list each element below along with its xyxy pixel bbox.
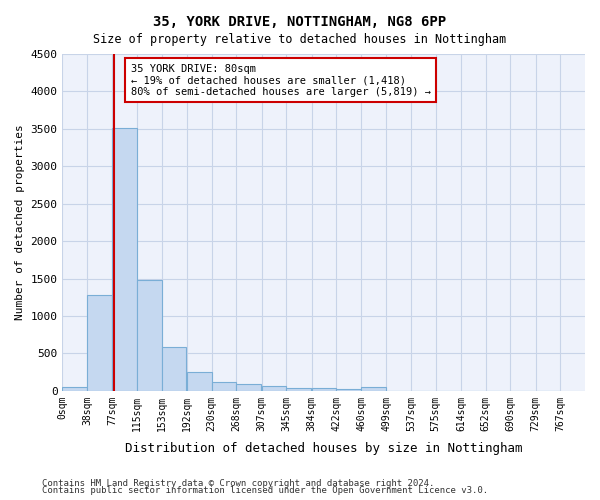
Bar: [262, 386, 286, 391]
Bar: [236, 384, 261, 391]
Bar: [62, 387, 87, 391]
Text: 35 YORK DRIVE: 80sqm
← 19% of detached houses are smaller (1,418)
80% of semi-de: 35 YORK DRIVE: 80sqm ← 19% of detached h…: [131, 64, 431, 97]
Bar: [137, 280, 162, 391]
Bar: [286, 388, 311, 391]
Bar: [212, 382, 236, 391]
Bar: [112, 128, 137, 391]
Bar: [187, 372, 212, 391]
Bar: [162, 348, 187, 391]
Bar: [311, 388, 337, 391]
Text: 35, YORK DRIVE, NOTTINGHAM, NG8 6PP: 35, YORK DRIVE, NOTTINGHAM, NG8 6PP: [154, 15, 446, 29]
Text: Contains HM Land Registry data © Crown copyright and database right 2024.: Contains HM Land Registry data © Crown c…: [42, 478, 434, 488]
Text: Contains public sector information licensed under the Open Government Licence v3: Contains public sector information licen…: [42, 486, 488, 495]
X-axis label: Distribution of detached houses by size in Nottingham: Distribution of detached houses by size …: [125, 442, 523, 455]
Text: Size of property relative to detached houses in Nottingham: Size of property relative to detached ho…: [94, 32, 506, 46]
Bar: [337, 388, 361, 391]
Bar: [361, 386, 386, 391]
Y-axis label: Number of detached properties: Number of detached properties: [15, 124, 25, 320]
Bar: [87, 295, 112, 391]
